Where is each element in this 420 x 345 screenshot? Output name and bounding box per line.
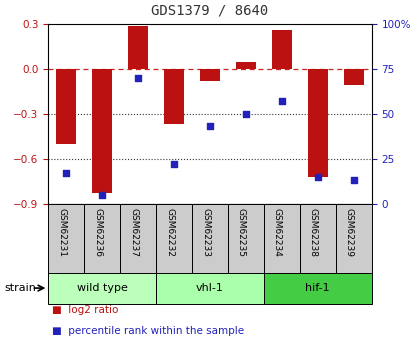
Text: GSM62231: GSM62231 — [57, 208, 66, 257]
Point — [278, 99, 285, 104]
Bar — [92, 69, 112, 193]
Bar — [264, 204, 300, 273]
Bar — [56, 69, 76, 144]
Text: GSM62236: GSM62236 — [93, 208, 102, 257]
Bar — [192, 204, 228, 273]
Text: GSM62239: GSM62239 — [345, 208, 354, 257]
Bar — [336, 204, 372, 273]
Bar — [236, 61, 256, 69]
Bar — [48, 204, 84, 273]
Point — [315, 174, 321, 179]
Text: GSM62237: GSM62237 — [129, 208, 138, 257]
Bar — [308, 69, 328, 177]
Bar — [264, 273, 372, 304]
Bar — [128, 26, 148, 69]
Bar — [164, 69, 184, 124]
Text: strain: strain — [4, 283, 36, 293]
Bar — [344, 69, 364, 86]
Text: GSM62238: GSM62238 — [309, 208, 318, 257]
Bar — [156, 204, 192, 273]
Bar — [48, 273, 156, 304]
Text: vhl-1: vhl-1 — [196, 283, 224, 293]
Text: GSM62232: GSM62232 — [165, 208, 174, 257]
Bar — [84, 204, 120, 273]
Text: GDS1379 / 8640: GDS1379 / 8640 — [151, 3, 269, 18]
Point — [135, 75, 142, 81]
Point — [350, 177, 357, 183]
Bar — [156, 273, 264, 304]
Point — [63, 170, 70, 176]
Bar — [200, 69, 220, 81]
Point — [99, 192, 105, 197]
Point — [171, 161, 177, 167]
Text: GSM62233: GSM62233 — [201, 208, 210, 257]
Bar — [272, 30, 292, 69]
Bar — [120, 204, 156, 273]
Text: ■  log2 ratio: ■ log2 ratio — [52, 305, 119, 315]
Text: GSM62234: GSM62234 — [273, 208, 282, 257]
Point — [207, 124, 213, 129]
Text: ■  percentile rank within the sample: ■ percentile rank within the sample — [52, 326, 244, 335]
Bar — [300, 204, 336, 273]
Point — [243, 111, 249, 117]
Bar — [228, 204, 264, 273]
Text: hif-1: hif-1 — [305, 283, 330, 293]
Text: GSM62235: GSM62235 — [237, 208, 246, 257]
Text: wild type: wild type — [77, 283, 128, 293]
